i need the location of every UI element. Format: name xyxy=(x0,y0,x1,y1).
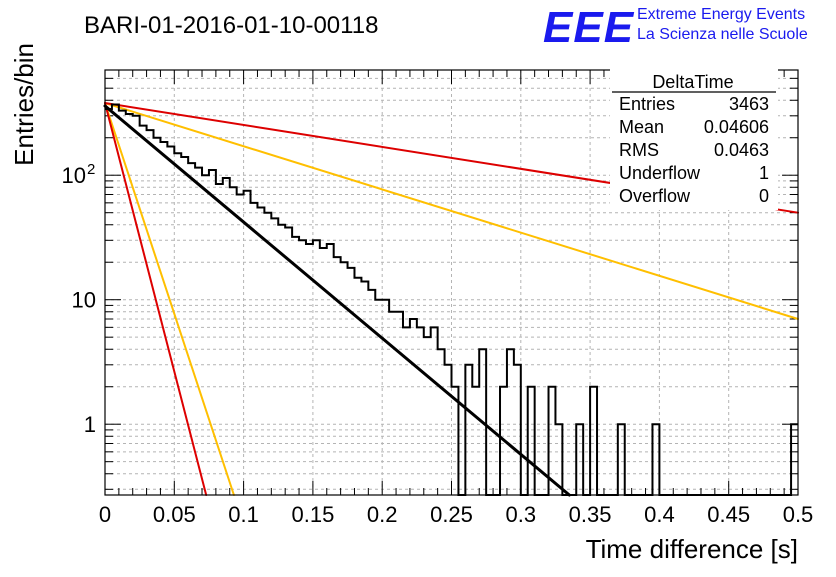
fit-line-main xyxy=(103,104,571,497)
x-tick-label: 0.5 xyxy=(783,502,814,527)
y-tick-label: 10 xyxy=(72,288,96,313)
project-name-line2: La Scienza nelle Scuole xyxy=(637,26,808,43)
run-title: BARI-01-2016-01-10-00118 xyxy=(84,12,378,39)
stats-row-value: 0.04606 xyxy=(704,117,769,137)
x-tick-label: 0.25 xyxy=(430,502,473,527)
y-axis-label: Entries/bin xyxy=(9,43,39,166)
x-tick-label: 0.05 xyxy=(153,502,196,527)
fit-curves xyxy=(104,102,799,496)
stats-row-label: Mean xyxy=(619,117,664,137)
fit-line xyxy=(104,102,208,496)
fit-line xyxy=(104,102,235,496)
plot-frame xyxy=(104,69,799,496)
histogram-series xyxy=(105,103,798,496)
x-tick-label: 0.3 xyxy=(506,502,537,527)
x-tick-label: 0.2 xyxy=(367,502,398,527)
x-axis-label: Time difference [s] xyxy=(586,534,798,564)
y-tick-label-exponent: 2 xyxy=(87,161,95,178)
project-name-line1: Extreme Energy Events xyxy=(637,6,805,23)
x-tick-label: 0.1 xyxy=(228,502,259,527)
x-tick-label: 0.45 xyxy=(707,502,750,527)
stats-row-label: Entries xyxy=(619,94,675,114)
x-tick-labels: 0 0.05 0.1 0.15 0.2 0.25 0.3 0.35 0.4 0.45 0.5 xyxy=(99,502,813,527)
stats-title: DeltaTime xyxy=(652,72,733,92)
x-tick-label: 0 xyxy=(99,502,111,527)
x-tick-label: 0.15 xyxy=(291,502,334,527)
x-tick-label: 0.35 xyxy=(569,502,612,527)
stats-row-value: 0 xyxy=(759,186,769,206)
stats-row-label: Overflow xyxy=(619,186,691,206)
stats-row-label: Underflow xyxy=(619,163,701,183)
stats-box: DeltaTime Entries 3463 Mean 0.04606 RMS 0.046… xyxy=(610,68,778,210)
fit-line xyxy=(104,102,799,320)
stats-row-value: 3463 xyxy=(729,94,769,114)
y-tick-label: 10 xyxy=(62,163,86,188)
stats-row-value: 0.0463 xyxy=(714,140,769,160)
stats-row-label: RMS xyxy=(619,140,659,160)
x-tick-label: 0.4 xyxy=(644,502,675,527)
eee-logo: EEE xyxy=(543,3,635,52)
fit-curve-main xyxy=(103,104,571,497)
y-tick-label: 1 xyxy=(84,412,96,437)
stats-row-value: 1 xyxy=(759,163,769,183)
